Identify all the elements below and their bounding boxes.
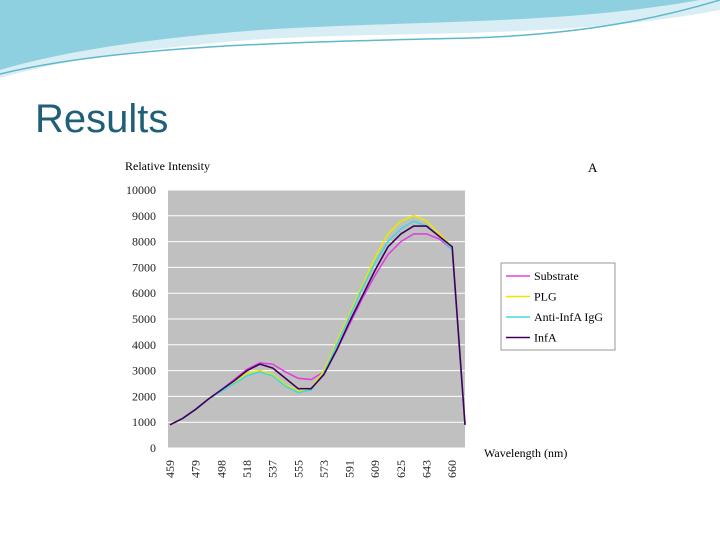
y-tick-label: 2000 (132, 389, 156, 403)
x-tick-label: 537 (266, 460, 280, 478)
header-swoosh (0, 0, 700, 70)
x-tick-label: 518 (240, 460, 254, 478)
legend (500, 262, 616, 351)
y-tick-label: 1000 (132, 415, 156, 429)
annotation: A (588, 160, 598, 175)
y-tick-label: 4000 (132, 338, 156, 352)
y-axis-title: Relative Intensity (125, 159, 210, 173)
x-tick-label: 573 (317, 460, 331, 478)
slide-title: Results (35, 97, 168, 141)
y-tick-label: 3000 (132, 364, 156, 378)
x-tick-label: 625 (394, 460, 408, 478)
y-tick-label: 0 (150, 441, 156, 455)
legend-label: Anti-InfA IgG (534, 310, 603, 324)
series-line (169, 225, 466, 426)
legend-label: Substrate (534, 269, 579, 283)
x-tick-label: 498 (214, 460, 228, 478)
x-tick-label: 459 (163, 460, 177, 478)
legend-label: InfA (534, 331, 557, 345)
x-tick-label: 643 (420, 460, 434, 478)
x-tick-label: 591 (343, 460, 357, 478)
y-tick-label: 10000 (126, 183, 156, 197)
legend-label: PLG (534, 290, 557, 304)
y-tick-label: 8000 (132, 235, 156, 249)
x-tick-label: 609 (368, 460, 382, 478)
y-tick-label: 9000 (132, 209, 156, 223)
y-tick-label: 7000 (132, 260, 156, 274)
header-line (0, 0, 720, 75)
x-tick-label: 555 (291, 460, 305, 478)
x-axis-title: Wavelength (nm) (484, 446, 567, 460)
y-tick-label: 5000 (132, 312, 156, 326)
y-tick-label: 6000 (132, 286, 156, 300)
x-tick-label: 479 (189, 460, 203, 478)
x-tick-label: 660 (445, 460, 459, 478)
